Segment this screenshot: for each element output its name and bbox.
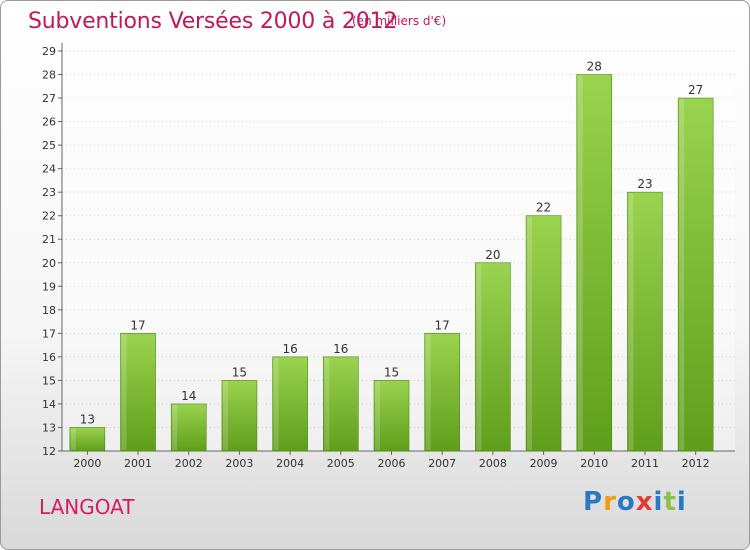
x-tick-label: 2004 — [276, 457, 304, 470]
y-tick-label: 24 — [42, 163, 56, 176]
bar-highlight — [527, 216, 533, 450]
y-tick-label: 23 — [42, 186, 56, 199]
bar — [576, 74, 613, 452]
logo-letter: x — [635, 487, 654, 517]
x-tick-label: 2006 — [378, 457, 406, 470]
x-tick-label: 2002 — [175, 457, 203, 470]
logo-letter: i — [653, 487, 664, 517]
data-label: 16 — [333, 342, 348, 356]
y-tick-label: 16 — [42, 351, 56, 364]
y-tick-label: 21 — [42, 233, 56, 246]
logo-letter: i — [676, 487, 687, 517]
y-tick-label: 18 — [42, 304, 56, 317]
x-tick-label: 2012 — [682, 457, 710, 470]
x-tick-label: 2008 — [479, 457, 507, 470]
x-tick-label: 2000 — [73, 457, 101, 470]
y-tick-label: 26 — [42, 116, 56, 129]
chart-subtitle: (en milliers d'€) — [352, 14, 447, 28]
bar-highlight — [121, 334, 127, 450]
y-tick-label: 17 — [42, 327, 56, 340]
y-tick-label: 14 — [42, 398, 56, 411]
proxiti-logo: Proxiti — [583, 487, 687, 517]
bar — [475, 262, 511, 452]
chart-title: Subventions Versées 2000 à 2012 — [28, 9, 398, 34]
x-tick-label: 2001 — [124, 457, 152, 470]
y-tick-label: 28 — [42, 69, 56, 82]
bar-highlight — [222, 381, 228, 450]
data-label: 15 — [232, 365, 247, 379]
bar-highlight — [628, 193, 634, 451]
y-tick-label: 15 — [42, 374, 56, 387]
x-tick-label: 2003 — [225, 457, 253, 470]
bar — [170, 403, 207, 452]
logo-letter: t — [663, 487, 677, 517]
y-tick-label: 12 — [42, 445, 56, 458]
bar — [272, 356, 308, 452]
x-tick-label: 2005 — [327, 457, 355, 470]
bar — [424, 333, 460, 452]
bar — [627, 191, 663, 452]
y-tick-label: 29 — [42, 45, 56, 58]
data-label: 15 — [384, 365, 399, 379]
x-tick-label: 2011 — [631, 457, 659, 470]
logo-letter: r — [603, 487, 617, 517]
y-tick-label: 25 — [42, 139, 56, 152]
bar-highlight — [273, 357, 279, 450]
y-tick-label: 19 — [42, 280, 56, 293]
y-tick-label: 13 — [42, 421, 56, 434]
data-label: 13 — [80, 412, 95, 426]
x-tick-label: 2009 — [530, 457, 558, 470]
bar-highlight — [172, 404, 178, 450]
data-label: 17 — [130, 318, 145, 332]
bar-highlight — [324, 357, 330, 450]
bar-highlight — [70, 428, 76, 450]
bar — [373, 380, 410, 452]
city-name: LANGOAT — [39, 495, 135, 519]
bar-highlight — [679, 99, 685, 450]
logo-letter: o — [616, 487, 636, 517]
data-label: 16 — [282, 342, 297, 356]
logo-letter: P — [583, 487, 604, 517]
bar — [120, 333, 156, 452]
y-tick-label: 27 — [42, 92, 56, 105]
bar — [525, 215, 562, 452]
bar-highlight — [577, 75, 583, 450]
data-label: 23 — [637, 177, 652, 191]
data-label: 20 — [485, 248, 500, 262]
data-label: 17 — [435, 318, 450, 332]
data-label: 22 — [536, 201, 551, 215]
data-label: 28 — [587, 60, 602, 74]
y-tick-label: 20 — [42, 257, 56, 270]
x-tick-label: 2007 — [428, 457, 456, 470]
x-tick-label: 2010 — [580, 457, 608, 470]
data-label: 14 — [181, 389, 196, 403]
y-tick-label: 22 — [42, 210, 56, 223]
bar — [323, 356, 359, 452]
bar-highlight — [476, 263, 482, 450]
data-label: 27 — [688, 83, 703, 97]
bar-highlight — [375, 381, 380, 450]
bar — [677, 97, 714, 452]
bar-highlight — [425, 334, 431, 450]
bar — [221, 380, 258, 452]
